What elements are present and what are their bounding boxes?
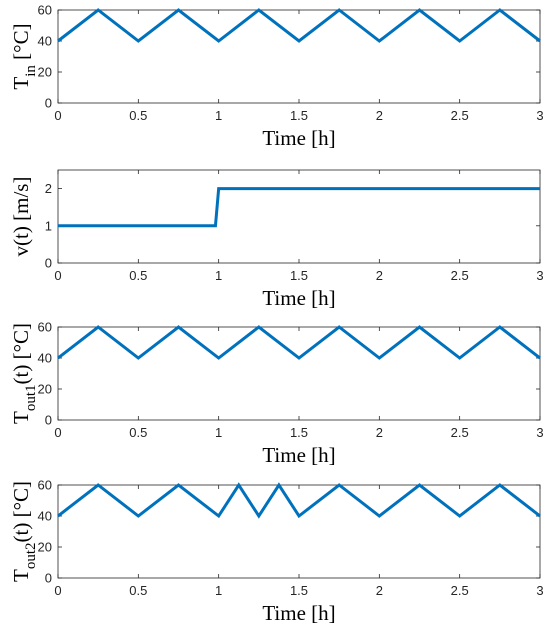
x-axis-label: Time [h]: [262, 126, 335, 150]
y-label-suffix: (t) [°C]: [9, 481, 33, 542]
subplot-3: 0 0.5 1 1.5 2 2.5 3 0 20 40 60 Time [h] Tout1(t) [°C…: [9, 320, 544, 468]
y-tick-label: 60: [38, 3, 52, 18]
y-tick-label: 20: [38, 540, 52, 555]
x-tick-label: 0.5: [129, 583, 147, 598]
y-tick-label: 60: [38, 320, 52, 335]
x-tick-label: 2: [376, 268, 383, 283]
y-label-main: T: [9, 569, 33, 582]
x-tick-label: 3: [536, 583, 543, 598]
y-label-suffix: (t) [°C]: [9, 323, 33, 384]
series-line: [57, 482, 541, 519]
y-axis-label: Tout2(t) [°C]: [9, 481, 39, 582]
y-tick-label: 40: [38, 34, 52, 49]
axes-box: [57, 169, 541, 264]
x-tick-label: 2: [376, 108, 383, 123]
x-tick-label: 1.5: [290, 425, 308, 440]
subplot-1: 0 0.5 1 1.5 2 2.5 3 0 20 40 60 Time [h] Tin [°C]: [9, 3, 544, 151]
y-axis-label: v(t) [m/s]: [9, 177, 33, 257]
y-tick-label: 0: [45, 256, 52, 271]
x-tick-label: 1: [215, 268, 222, 283]
x-tick-label: 2.5: [451, 108, 469, 123]
x-tick-label: 0.5: [129, 425, 147, 440]
x-tick-label: 2.5: [451, 583, 469, 598]
y-tick-label: 60: [38, 478, 52, 493]
y-tick-label: 0: [45, 571, 52, 586]
y-label-main: T: [9, 77, 33, 90]
x-tick-label: 1.5: [290, 108, 308, 123]
x-tick-label: 1: [215, 108, 222, 123]
x-axis-label: Time [h]: [262, 443, 335, 467]
series-line: [58, 187, 540, 228]
y-label-subscript: out2: [23, 542, 39, 569]
x-tick-label: 1.5: [290, 268, 308, 283]
x-axis-label: Time [h]: [262, 601, 335, 625]
y-tick-label: 0: [45, 413, 52, 428]
x-tick-label: 0: [54, 425, 61, 440]
x-tick-label: 3: [536, 425, 543, 440]
y-label-suffix: [°C]: [9, 23, 33, 65]
x-tick-label: 0: [54, 268, 61, 283]
y-label-subscript: out1: [23, 384, 39, 411]
axes-box: [57, 484, 541, 579]
x-tick-label: 2: [376, 583, 383, 598]
y-tick-label: 0: [45, 96, 52, 111]
x-tick-label: 0.5: [129, 268, 147, 283]
y-tick-label: 1: [45, 218, 52, 233]
x-tick-label: 2: [376, 425, 383, 440]
y-tick-label: 2: [45, 181, 52, 196]
x-tick-label: 0: [54, 583, 61, 598]
axes-box: [57, 9, 541, 104]
x-tick-label: 2.5: [451, 425, 469, 440]
x-tick-label: 0: [54, 108, 61, 123]
x-tick-label: 0.5: [129, 108, 147, 123]
x-tick-label: 1.5: [290, 583, 308, 598]
y-label-main: v(t) [m/s]: [9, 177, 33, 257]
y-tick-label: 20: [38, 65, 52, 80]
y-label-main: T: [9, 411, 33, 424]
x-tick-label: 3: [536, 268, 543, 283]
series-line: [57, 325, 541, 360]
y-axis-label: Tin [°C]: [9, 23, 39, 89]
x-tick-label: 3: [536, 108, 543, 123]
y-axis-label: Tout1(t) [°C]: [9, 323, 39, 424]
y-tick-label: 20: [38, 382, 52, 397]
y-label-subscript: in: [23, 65, 39, 77]
x-axis-label: Time [h]: [262, 286, 335, 310]
subplot-4: 0 0.5 1 1.5 2 2.5 3 0 20 40 60 Time [h] Tout2(t) [°C…: [9, 478, 544, 626]
series-line: [57, 8, 541, 43]
x-tick-label: 1: [215, 425, 222, 440]
x-tick-label: 1: [215, 583, 222, 598]
subplot-2: 0 0.5 1 1.5 2 2.5 3 0 1 2 Time [h] v(t) [m/s]: [9, 169, 544, 310]
y-tick-label: 40: [38, 351, 52, 366]
x-tick-label: 2.5: [451, 268, 469, 283]
axes-box: [57, 326, 541, 421]
y-tick-label: 40: [38, 509, 52, 524]
